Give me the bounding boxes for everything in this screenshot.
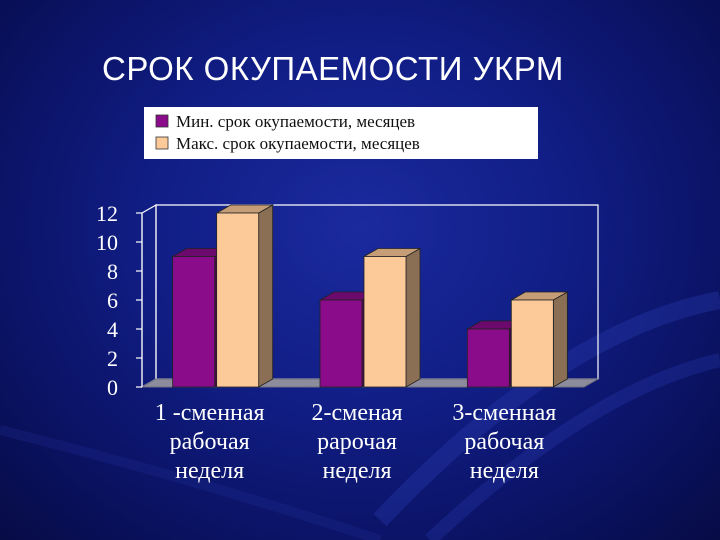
slide-title: СРОК ОКУПАЕМОСТИ УКРМ bbox=[102, 50, 564, 87]
bar-front-face bbox=[216, 212, 260, 388]
bar-max-3 bbox=[509, 291, 569, 388]
bar-front-face bbox=[510, 299, 554, 388]
legend-label-2: Макс. срок окупаемости, месяцев bbox=[176, 134, 420, 153]
legend-box bbox=[144, 107, 538, 159]
bar-front-face bbox=[172, 256, 216, 388]
bar-max-2 bbox=[362, 247, 422, 388]
y-tick-label-4: 8 bbox=[107, 259, 118, 284]
y-axis: 0 2 4 6 8 10 12 bbox=[96, 201, 143, 400]
x-category-line: неделя bbox=[175, 458, 244, 484]
x-category-label-1: 1 -сменная рабочая неделя bbox=[155, 400, 265, 484]
legend-swatch-1 bbox=[155, 114, 169, 128]
y-tick-label-0: 0 bbox=[107, 375, 118, 400]
x-category-line: 3-сменная bbox=[452, 400, 556, 426]
legend-swatch-2 bbox=[155, 136, 169, 150]
x-category-line: рабочая bbox=[170, 429, 250, 455]
chart-side-wall bbox=[141, 203, 157, 389]
bar-side-face bbox=[552, 291, 568, 388]
x-axis: 1 -сменная рабочая неделя 2-сменая рарочая не… bbox=[155, 400, 557, 484]
plot-area bbox=[140, 203, 600, 389]
x-category-line: 2-сменая bbox=[311, 400, 402, 426]
bar-front-face bbox=[319, 299, 363, 388]
y-tick-label-1: 2 bbox=[107, 346, 118, 371]
bar-side-face bbox=[258, 204, 274, 388]
x-category-label-3: 3-сменная рабочая неделя bbox=[452, 400, 556, 484]
bar-front-face bbox=[363, 256, 407, 388]
bar-max-1 bbox=[215, 204, 275, 388]
x-category-line: рарочая bbox=[317, 429, 397, 455]
y-tick-label-5: 10 bbox=[96, 230, 118, 255]
chart-legend: Мин. срок окупаемости, месяцев Макс. срок… bbox=[144, 107, 538, 159]
bar-side-face bbox=[405, 247, 421, 388]
legend-label-1: Мин. срок окупаемости, месяцев bbox=[176, 112, 415, 131]
x-category-line: неделя bbox=[322, 458, 391, 484]
y-tick-label-3: 6 bbox=[107, 288, 118, 313]
x-category-line: 1 -сменная bbox=[155, 400, 265, 426]
y-tick-label-6: 12 bbox=[96, 201, 118, 226]
y-tick-label-2: 4 bbox=[107, 317, 118, 342]
x-category-line: рабочая bbox=[464, 429, 544, 455]
x-category-label-2: 2-сменая рарочая неделя bbox=[311, 400, 402, 484]
bar-front-face bbox=[466, 328, 510, 388]
x-category-line: неделя bbox=[470, 458, 539, 484]
